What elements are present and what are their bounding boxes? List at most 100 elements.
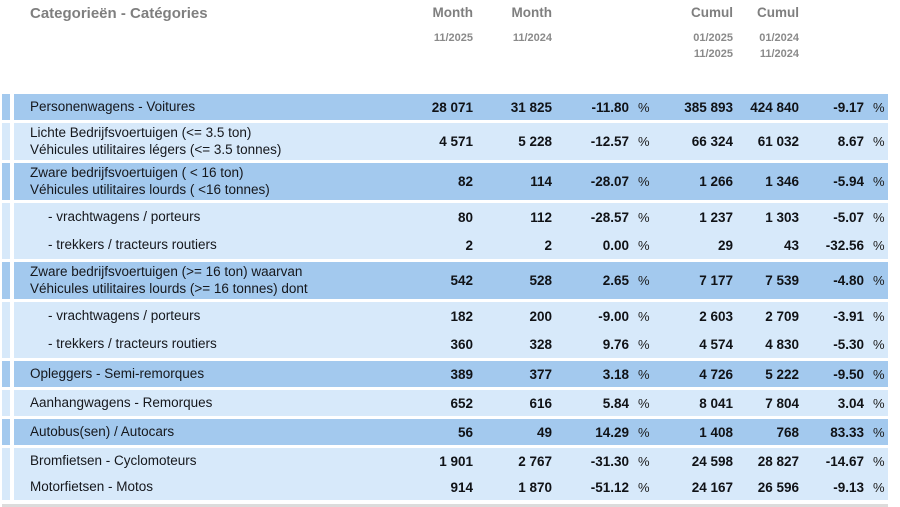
categories-column-header: Categorieën - Catégories (30, 5, 208, 22)
month-2025-value: 182 (450, 308, 473, 324)
cumul-percent-value: -9.17 (833, 99, 864, 115)
table-row: - vrachtwagens / porteurs 80 112 -28.57 … (2, 203, 888, 231)
category-label-nl: - vrachtwagens / porteurs (48, 208, 201, 224)
table-row: Lichte Bedrijfsvoertuigen (<= 3.5 ton) V… (2, 123, 888, 160)
category-cell: - trekkers / tracteurs routiers (2, 336, 393, 353)
percent-sign: % (873, 99, 885, 115)
cumul-percent-value: 3.04 (837, 395, 864, 411)
category-label-nl: Zware bedrijfsvoertuigen ( < 16 ton) (30, 165, 244, 180)
category-cell: Aanhangwagens - Remorques (2, 395, 393, 412)
table-row: Autobus(sen) / Autocars 56 49 14.29 % 1 … (2, 419, 888, 445)
category-cell: Opleggers - Semi-remorques (2, 366, 393, 383)
cumul-2024-value: 61 032 (757, 134, 799, 149)
cumul-percent-value: -5.07 (833, 209, 864, 225)
month-2024-value: 114 (530, 174, 552, 189)
month-percent-value: 5.84 (602, 395, 629, 411)
category-label-nl: Personenwagens - Voitures (30, 98, 196, 114)
category-label-nl: - trekkers / tracteurs routiers (48, 335, 217, 351)
table-row: Personenwagens - Voitures 28 071 31 825 … (2, 94, 888, 120)
category-cell: Motorfietsen - Motos (2, 479, 393, 496)
percent-sign: % (873, 209, 885, 225)
table-header: Categorieën - Catégories Month Month Cum… (0, 0, 900, 94)
column-header-cumul-percent (799, 5, 864, 22)
cumul-2025-value: 1 266 (699, 174, 733, 189)
table-row: - vrachtwagens / porteurs 182 200 -9.00 … (2, 302, 888, 330)
cumul-percent-value: 8.67 (837, 134, 864, 149)
category-label-nl: Opleggers - Semi-remorques (30, 365, 205, 381)
month-2025-value: 56 (457, 424, 473, 440)
month-2024-value: 200 (529, 308, 552, 324)
category-label-nl: Aanhangwagens - Remorques (30, 394, 213, 410)
cumul-percent-value: 83.33 (830, 424, 864, 440)
category-cell: Zware bedrijfsvoertuigen (>= 16 ton) waa… (2, 264, 393, 297)
month-percent-value: -12.57 (590, 134, 629, 149)
month-2024-value: 328 (529, 336, 552, 352)
category-cell: Bromfietsen - Cyclomoteurs (2, 453, 393, 470)
month-2025-value: 80 (457, 209, 473, 225)
table-bottom-divider (2, 504, 888, 507)
category-label-nl: - trekkers / tracteurs routiers (48, 236, 217, 252)
category-label-nl: Zware bedrijfsvoertuigen (>= 16 ton) waa… (30, 264, 303, 279)
category-label-fr: Véhicules utilitaires lourds (>= 16 tonn… (30, 280, 308, 296)
table-row: Bromfietsen - Cyclomoteurs 1 901 2 767 -… (2, 448, 888, 474)
cumul-2025-value: 29 (717, 237, 733, 253)
percent-sign: % (873, 134, 885, 149)
month-2024-value: 5 228 (518, 134, 552, 149)
table-row: Opleggers - Semi-remorques 389 377 3.18 … (2, 361, 888, 387)
cumul-2024-value: 2 709 (765, 308, 799, 324)
month-2024-value: 49 (536, 424, 552, 440)
percent-sign: % (873, 174, 885, 189)
month-percent-value: -51.12 (590, 479, 629, 495)
column-header-month-2024: Month (511, 5, 552, 20)
percent-sign: % (638, 366, 650, 382)
cumul-2024-period-from: 01/2024 (759, 32, 799, 44)
cumul-percent-value: -9.50 (833, 366, 864, 382)
percent-sign: % (638, 453, 650, 469)
month-percent-value: -9.00 (598, 308, 629, 324)
cumul-percent-value: -4.80 (833, 273, 864, 288)
percent-sign: % (638, 237, 650, 253)
category-label-nl: Motorfietsen - Motos (30, 478, 154, 494)
percent-sign: % (638, 308, 650, 324)
month-2024-value: 2 767 (518, 453, 552, 469)
month-2025-period: 11/2025 (433, 32, 473, 44)
percent-sign: % (873, 308, 885, 324)
category-label-nl: Autobus(sen) / Autocars (30, 423, 175, 439)
cumul-2024-period-to: 11/2024 (759, 48, 799, 60)
percent-sign: % (638, 424, 650, 440)
month-percent-value: -11.80 (591, 99, 629, 115)
percent-sign: % (638, 209, 650, 225)
cumul-2025-value: 4 726 (699, 366, 733, 382)
column-header-cumul-2025: Cumul (691, 5, 733, 20)
percent-sign: % (638, 395, 650, 411)
table-row: Aanhangwagens - Remorques 652 616 5.84 %… (2, 390, 888, 416)
month-2025-value: 914 (450, 479, 473, 495)
month-2024-value: 377 (529, 366, 552, 382)
percent-sign: % (873, 395, 885, 411)
percent-sign: % (873, 479, 885, 495)
category-label-nl: Bromfietsen - Cyclomoteurs (30, 452, 197, 468)
percent-sign: % (873, 336, 885, 352)
month-2024-value: 31 825 (510, 99, 552, 115)
category-cell: - vrachtwagens / porteurs (2, 209, 393, 226)
cumul-2024-value: 1 303 (765, 209, 799, 225)
percent-sign: % (638, 273, 650, 288)
month-2024-period: 11/2024 (512, 32, 552, 44)
table-row: Motorfietsen - Motos 914 1 870 -51.12 % … (2, 474, 888, 500)
cumul-percent-value: -14.67 (825, 453, 864, 469)
cumul-percent-value: -32.56 (825, 237, 864, 253)
cumul-percent-value: -5.30 (833, 336, 864, 352)
month-percent-value: 14.29 (595, 424, 629, 440)
table-row: Zware bedrijfsvoertuigen ( < 16 ton) Véh… (2, 163, 888, 200)
cumul-2025-value: 24 598 (691, 453, 733, 469)
cumul-2025-value: 2 603 (699, 308, 733, 324)
month-2024-value: 528 (529, 273, 552, 288)
cumul-2025-value: 4 574 (699, 336, 733, 352)
month-percent-value: -28.07 (590, 174, 629, 189)
cumul-percent-value: -9.13 (833, 479, 864, 495)
month-2025-value: 389 (450, 366, 473, 382)
cumul-2024-value: 43 (783, 237, 799, 253)
table-row: - trekkers / tracteurs routiers 360 328 … (2, 330, 888, 358)
cumul-percent-value: -5.94 (833, 174, 864, 189)
month-percent-value: -28.57 (590, 209, 629, 225)
